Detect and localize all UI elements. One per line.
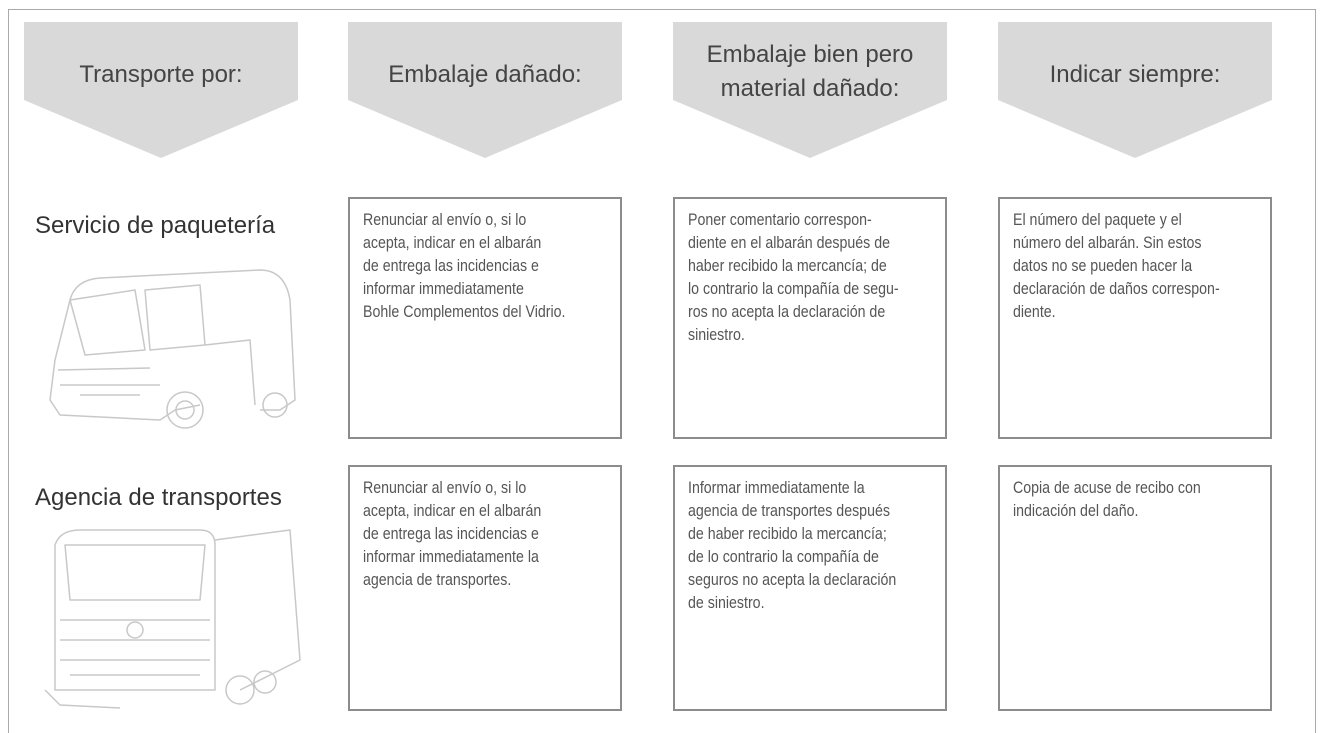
row-label: Servicio de paquetería xyxy=(35,212,276,239)
cell-line: ros no acepta la declaración de xyxy=(688,303,886,321)
van-icon xyxy=(49,269,296,429)
header-label: Embalaje dañado: xyxy=(348,58,622,92)
cell-line: Renunciar al envío o, si lo xyxy=(363,479,527,497)
cell-text: El número del paquete y el número del alb… xyxy=(1013,209,1253,324)
header-chevron xyxy=(998,22,1272,158)
header-line: Transporte por: xyxy=(79,61,243,88)
cell-box: Informar immediatamente la agencia de tra… xyxy=(673,465,947,711)
cell-line: de lo contrario la compañía de xyxy=(688,548,879,566)
cell-line: número del albarán. Sin estos xyxy=(1013,234,1202,252)
cell-text: Renunciar al envío o, si lo acepta, indic… xyxy=(363,209,598,324)
cell-line: informar immediatamente xyxy=(363,280,524,298)
truck-icon xyxy=(44,529,301,709)
cell-text: Copia de acuse de recibo con indicación d… xyxy=(1013,477,1231,523)
cell-line: Bohle Complementos del Vidrio. xyxy=(363,303,566,321)
cell-line: haber recibido la mercancía; de xyxy=(688,257,887,275)
cell-line: acepta, indicar en el albarán xyxy=(363,234,542,252)
header-line: material dañado: xyxy=(720,75,900,102)
header-chevron xyxy=(348,22,622,158)
cell-line: informar immediatamente la xyxy=(363,548,539,566)
cell-box: Poner comentario correspon-diente en el … xyxy=(673,197,947,439)
cell-line: de entrega las incidencias e xyxy=(363,257,539,275)
cell-text: Informar immediatamente la agencia de tra… xyxy=(688,477,930,615)
cell-line: acepta, indicar en el albarán xyxy=(363,502,542,520)
cell-box: El número del paquete y el número del alb… xyxy=(998,197,1272,439)
cell-line: diente. xyxy=(1013,303,1056,321)
header-label: Transporte por: xyxy=(24,58,298,92)
header-chevron xyxy=(673,22,947,158)
header-line: Indicar siempre: xyxy=(1049,61,1221,88)
header-label: Embalaje bien pero material dañado: xyxy=(673,38,947,106)
header-line: Embalaje dañado: xyxy=(388,61,582,88)
header-chevron xyxy=(24,22,298,158)
row-label: Agencia de transportes xyxy=(35,484,282,511)
cell-line: lo contrario la compañía de segu- xyxy=(688,280,899,298)
frame xyxy=(8,9,1316,733)
cell-line: El número del paquete y el xyxy=(1013,211,1182,229)
cell-line: diente en el albarán después de xyxy=(688,234,890,252)
cell-box: Renunciar al envío o, si lo acepta, indic… xyxy=(348,465,622,711)
cell-line: seguros no acepta la declaración xyxy=(688,571,897,589)
cell-line: indicación del daño. xyxy=(1013,502,1139,520)
cell-line: Poner comentario correspon- xyxy=(688,211,872,229)
cell-line: de entrega las incidencias e xyxy=(363,525,539,543)
cell-line: datos no se pueden hacer la xyxy=(1013,257,1193,275)
cell-line: siniestro. xyxy=(688,326,745,344)
header-line: Embalaje bien pero xyxy=(706,41,914,68)
cell-line: Informar immediatamente la xyxy=(688,479,865,497)
header-label: Indicar siempre: xyxy=(998,58,1272,92)
cell-line: de siniestro. xyxy=(688,594,765,612)
cell-line: Renunciar al envío o, si lo xyxy=(363,211,527,229)
cell-line: agencia de transportes después xyxy=(688,502,890,520)
cell-box: Renunciar al envío o, si lo acepta, indic… xyxy=(348,197,622,439)
cell-line: declaración de daños correspon- xyxy=(1013,280,1220,298)
cell-line: Copia de acuse de recibo con xyxy=(1013,479,1201,497)
cell-text: Renunciar al envío o, si lo acepta, indic… xyxy=(363,477,570,592)
cell-box: Copia de acuse de recibo con indicación d… xyxy=(998,465,1272,711)
cell-line: de haber recibido la mercancía; xyxy=(688,525,887,543)
header-chevrons xyxy=(24,22,1272,158)
cell-line: agencia de transportes. xyxy=(363,571,512,589)
cell-text: Poner comentario correspon-diente en el … xyxy=(688,209,933,347)
